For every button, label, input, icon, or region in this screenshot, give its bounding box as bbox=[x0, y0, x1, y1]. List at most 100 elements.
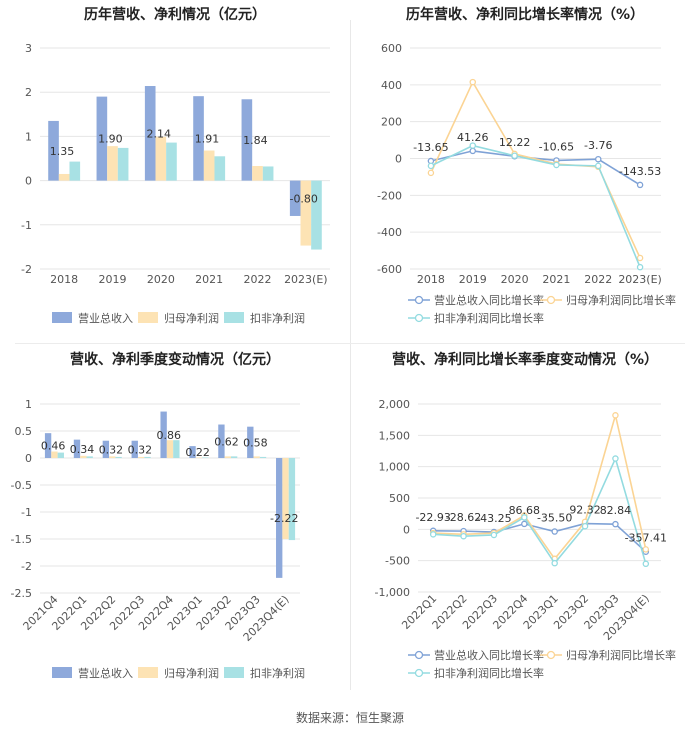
bar bbox=[166, 440, 174, 458]
y-tick-label: -1,000 bbox=[375, 586, 410, 599]
bar bbox=[155, 136, 167, 181]
y-tick-label: -500 bbox=[385, 555, 410, 568]
data-label: -13.65 bbox=[413, 141, 448, 154]
legend-swatch-marker bbox=[414, 295, 424, 305]
x-tick-label: 2023(E) bbox=[618, 273, 662, 286]
chart-title: 营收、净利季度变动情况（亿元） bbox=[70, 351, 280, 368]
data-label: 0.32 bbox=[99, 443, 124, 456]
y-tick-label: 0 bbox=[25, 175, 32, 188]
quarterly-growth-rate-chart: 营收、净利同比增长率季度变动情况（%） 2,000 1,500 1,000 500 0 -5… bbox=[350, 345, 700, 690]
y-tick-label: 500 bbox=[389, 492, 410, 505]
legend: 营业总收入 归母净利润 扣非净利润 bbox=[52, 311, 305, 325]
legend-label: 扣非净利润同比增长率 bbox=[434, 666, 544, 680]
series-line bbox=[430, 150, 641, 186]
legend-label: 扣非净利润 bbox=[250, 666, 305, 680]
data-label: 0.32 bbox=[128, 443, 153, 456]
y-tick-label: 1,000 bbox=[379, 461, 411, 474]
series-line bbox=[433, 415, 647, 561]
x-tick-label: 2018 bbox=[417, 273, 445, 286]
legend-label: 营业总收入 bbox=[78, 666, 133, 680]
y-tick-label: -600 bbox=[377, 263, 402, 276]
vertical-divider bbox=[350, 20, 351, 690]
series-line bbox=[433, 522, 647, 553]
bar bbox=[276, 458, 283, 578]
y-tick-label: -2.5 bbox=[11, 587, 32, 600]
x-tick-label: 2022 bbox=[244, 273, 272, 286]
bar bbox=[80, 455, 87, 458]
y-tick-label: 600 bbox=[381, 42, 402, 55]
data-label: 82.84 bbox=[600, 504, 632, 517]
series-line bbox=[430, 144, 641, 268]
bar bbox=[193, 96, 204, 181]
legend-swatch-marker bbox=[414, 650, 424, 660]
x-tick-label: 2023(E) bbox=[284, 273, 328, 286]
annual-revenue-profit-svg: 历年营收、净利情况（亿元） 3 2 1 0 -1 -2 2018 2019 2020 2021 202… bbox=[21, 6, 330, 325]
legend-label: 归母净利润同比增长率 bbox=[566, 293, 676, 307]
data-label: 41.26 bbox=[457, 131, 489, 144]
bar bbox=[137, 456, 145, 458]
line-point bbox=[521, 520, 528, 528]
bar bbox=[289, 180, 301, 216]
bar bbox=[51, 451, 58, 458]
y-tick-label: -2 bbox=[21, 560, 32, 573]
data-label: -22.93 bbox=[415, 511, 450, 524]
line-point bbox=[511, 152, 518, 159]
y-tick-label: 0.5 bbox=[15, 425, 33, 438]
x-tick-label: 2019 bbox=[99, 273, 127, 286]
bar bbox=[252, 166, 263, 181]
quarterly-revenue-profit-svg: 营收、净利季度变动情况（亿元）10.50-0.5-1-1.5-2-2.52021… bbox=[11, 351, 305, 680]
data-label: 0.86 bbox=[156, 429, 181, 442]
line-point bbox=[551, 528, 558, 535]
annual-growth-rate-svg: 历年营收、净利同比增长率情况（%） 600 400 200 0 -200 -400 -600 2… bbox=[377, 6, 676, 325]
legend-swatch-marker bbox=[546, 295, 556, 305]
bar bbox=[288, 458, 296, 541]
line-point bbox=[581, 522, 589, 530]
line-point bbox=[469, 142, 477, 149]
series-line bbox=[430, 80, 641, 259]
data-label: 0.22 bbox=[185, 446, 210, 459]
y-tick-label: 2,000 bbox=[379, 398, 411, 411]
x-tick-label: 2019 bbox=[459, 273, 487, 286]
bar bbox=[300, 180, 312, 246]
y-tick-label: 1 bbox=[25, 398, 32, 411]
legend-swatch bbox=[138, 667, 158, 678]
line-point bbox=[594, 155, 602, 163]
data-label: 0.46 bbox=[41, 440, 66, 453]
data-label: -0.80 bbox=[289, 192, 317, 205]
y-tick-label: 400 bbox=[381, 79, 402, 92]
line-point bbox=[551, 559, 558, 567]
y-tick-label: 2 bbox=[25, 86, 32, 99]
legend-label: 归母净利润 bbox=[164, 311, 219, 325]
bar bbox=[86, 456, 93, 458]
legend-label: 归母净利润同比增长率 bbox=[566, 648, 676, 662]
line-point bbox=[594, 162, 602, 170]
x-tick-label: 2022 bbox=[584, 273, 612, 286]
bar bbox=[69, 161, 81, 181]
bar bbox=[230, 456, 238, 458]
legend-swatch bbox=[52, 667, 72, 678]
bar bbox=[109, 456, 116, 458]
bar bbox=[48, 120, 59, 181]
chart-title: 营收、净利同比增长率季度变动情况（%） bbox=[392, 351, 658, 368]
line-point bbox=[636, 181, 644, 189]
line-point bbox=[553, 161, 560, 169]
series-line bbox=[433, 456, 647, 565]
annual-revenue-profit-chart: 历年营收、净利情况（亿元） 3 2 1 0 -1 -2 2018 2019 2020 2021 202… bbox=[0, 0, 350, 345]
data-label: -3.76 bbox=[584, 139, 612, 152]
data-label: 1.35 bbox=[50, 145, 75, 158]
bar bbox=[57, 452, 64, 458]
data-label: 0.62 bbox=[214, 435, 239, 448]
data-label: -35.50 bbox=[537, 512, 572, 525]
data-label: 1.84 bbox=[243, 134, 268, 147]
bar bbox=[282, 458, 289, 539]
bar bbox=[144, 456, 151, 458]
line-point bbox=[490, 531, 498, 539]
bar bbox=[115, 456, 122, 458]
line-point bbox=[612, 412, 619, 419]
y-tick-label: 0 bbox=[403, 523, 410, 536]
legend-swatch bbox=[224, 312, 244, 323]
bar bbox=[73, 439, 81, 458]
y-tick-label: -2 bbox=[21, 263, 32, 276]
quarterly-growth-rate-svg: 营收、净利同比增长率季度变动情况（%） 2,000 1,500 1,000 500 0 -5… bbox=[375, 351, 676, 680]
bar bbox=[214, 156, 226, 181]
